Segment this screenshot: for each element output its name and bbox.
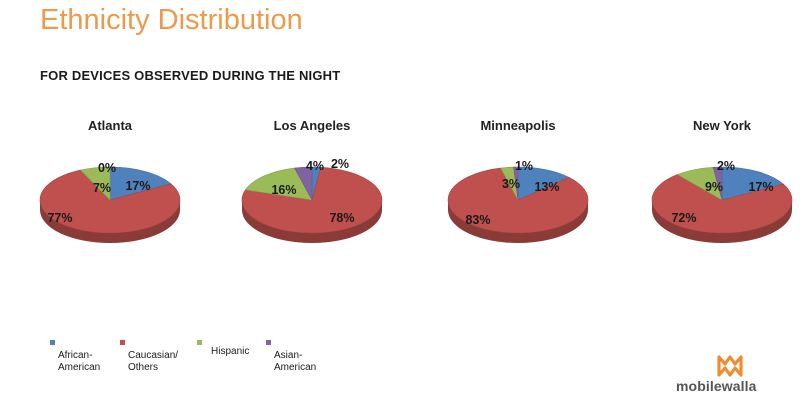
- legend-label: African- American: [58, 350, 101, 373]
- pie-slice-asian-american: [712, 166, 723, 201]
- legend-label: Caucasian/ Others: [128, 350, 179, 373]
- pie-slice-side: [652, 200, 792, 243]
- legend-swatch: [266, 340, 271, 345]
- pie-chart-svg: Atlanta 17% 77% 7% 0%: [39, 118, 181, 243]
- legend-swatch: [197, 340, 202, 345]
- pie-chart: Atlanta 17% 77% 7% 0%: [20, 114, 200, 254]
- logo-text: mobilewalla: [676, 378, 757, 394]
- pie-slice-caucasian-others: [39, 169, 181, 234]
- legend-swatch: [50, 340, 55, 345]
- pie-slice-asian-american: [294, 166, 313, 201]
- pie-slice-side: [242, 200, 382, 243]
- pie-data-label: 2%: [717, 159, 735, 173]
- pie-data-label: 17%: [748, 180, 773, 194]
- pie-chart-svg: Los Angeles 2% 78% 16% 4%: [241, 118, 383, 243]
- pie-data-label: 0%: [98, 161, 116, 175]
- legend-label: Asian- American: [274, 350, 317, 373]
- pie-chart-svg: Minneapolis 13% 83% 3% 1%: [447, 118, 589, 243]
- pie-data-label: 16%: [271, 183, 296, 197]
- pie-slice-side: [40, 200, 180, 243]
- page-subtitle: FOR DEVICES OBSERVED DURING THE NIGHT: [40, 68, 341, 83]
- pie-data-label: 83%: [465, 213, 490, 227]
- pie-title: Minneapolis: [480, 118, 555, 133]
- legend-swatch: [120, 340, 125, 345]
- page-title: Ethnicity Distribution: [40, 4, 303, 36]
- pie-slice-asian-american: [513, 166, 519, 201]
- chart-legend: African- American Caucasian/ Others Hispan…: [50, 340, 390, 380]
- pie-data-label: 77%: [47, 211, 72, 225]
- pie-data-label: 7%: [93, 181, 111, 195]
- pie-slice-side: [448, 200, 588, 243]
- pie-data-label: 3%: [502, 177, 520, 191]
- brand-logo: mobilewalla: [670, 352, 790, 400]
- pie-data-label: 4%: [306, 159, 324, 173]
- legend-label: Hispanic: [211, 346, 250, 357]
- pie-data-label: 78%: [329, 211, 354, 225]
- pie-title: Atlanta: [88, 118, 133, 133]
- pie-chart: New York 17% 72% 9% 2%: [632, 114, 800, 254]
- pie-data-label: 17%: [125, 179, 150, 193]
- pie-chart-svg: New York 17% 72% 9% 2%: [651, 118, 793, 243]
- pie-data-label: 2%: [331, 157, 349, 171]
- pie-chart: Minneapolis 13% 83% 3% 1%: [428, 114, 608, 254]
- pie-chart: Los Angeles 2% 78% 16% 4%: [222, 114, 402, 254]
- pie-slice-hispanic: [244, 167, 313, 201]
- pie-data-label: 13%: [534, 180, 559, 194]
- pie-data-label: 1%: [515, 159, 533, 173]
- pie-title: Los Angeles: [274, 118, 351, 133]
- pie-slice-caucasian-others: [447, 167, 589, 234]
- pie-data-label: 72%: [671, 211, 696, 225]
- pie-slice-african-american: [517, 166, 570, 201]
- pie-slice-hispanic: [79, 166, 111, 201]
- mobilewalla-logo-icon: [717, 355, 743, 377]
- pie-slice-caucasian-others: [651, 174, 793, 234]
- pie-slice-african-american: [721, 166, 784, 201]
- pie-title: New York: [693, 118, 752, 133]
- pie-slice-african-american: [109, 166, 172, 201]
- pie-data-label: 9%: [705, 180, 723, 194]
